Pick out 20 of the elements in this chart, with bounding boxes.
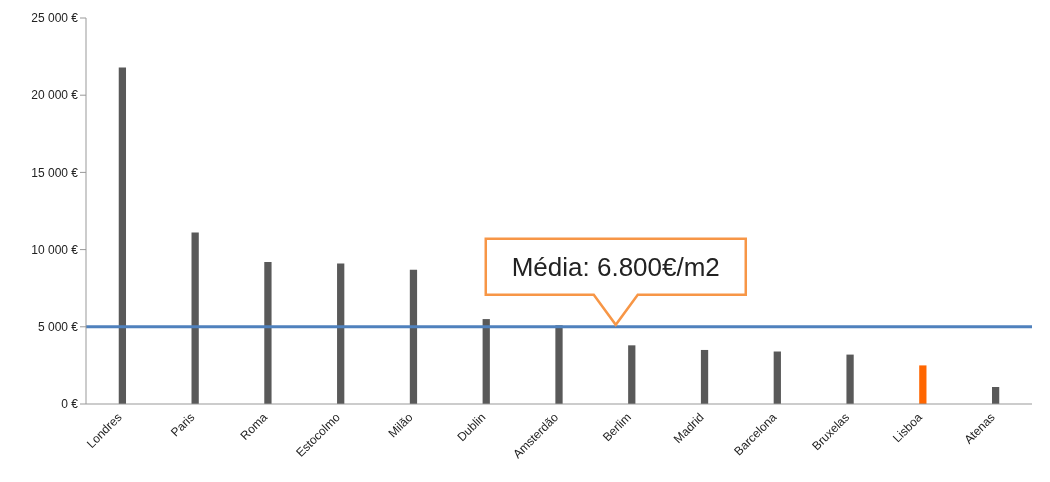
bar	[919, 365, 927, 404]
y-tick-label: 25 000 €	[31, 11, 79, 26]
bar	[337, 263, 345, 404]
bar	[555, 325, 563, 404]
y-tick-label: 15 000 €	[31, 165, 79, 180]
y-tick-label: 0 €	[61, 397, 79, 412]
y-tick-label: 5 000 €	[37, 320, 79, 335]
bar	[264, 261, 272, 404]
bar	[991, 387, 1000, 404]
bar	[191, 232, 199, 404]
bar	[628, 345, 636, 404]
bar	[773, 351, 781, 404]
bar	[482, 319, 490, 404]
bar	[846, 354, 854, 404]
bar	[409, 269, 418, 404]
y-tick-label: 10 000 €	[31, 242, 79, 257]
bar	[700, 349, 709, 404]
y-tick-label: 20 000 €	[31, 88, 79, 103]
bar	[118, 67, 127, 404]
annotation: Média: 6.800€/m2	[511, 251, 720, 282]
